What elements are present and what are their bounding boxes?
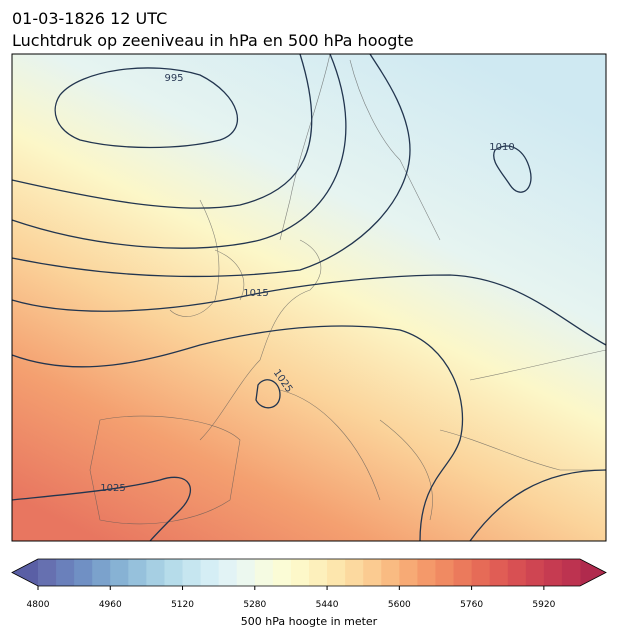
colorbar-bin	[38, 559, 57, 586]
title-line: 01-03-1826 12 UTC	[12, 9, 167, 28]
colorbar-bin	[254, 559, 274, 586]
colorbar-tick-label: 4800	[27, 600, 50, 610]
colorbar-bin	[471, 559, 491, 586]
isobar	[11, 53, 347, 249]
colorbar-outline	[11, 558, 607, 587]
contour-label: 1010	[489, 142, 514, 153]
colorbar-bin	[56, 559, 75, 586]
colorbar-tick-label: 5920	[532, 600, 555, 610]
colorbar-bin	[435, 559, 455, 586]
colorbar-bin	[128, 559, 147, 586]
colorbar-bin	[327, 559, 346, 586]
colorbar-tick-label: 5440	[316, 600, 339, 610]
isobar	[11, 274, 607, 346]
title-line: Luchtdruk op zeeniveau in hPa en 500 hPa…	[12, 31, 414, 50]
isobar	[11, 325, 464, 542]
colorbar-bin	[525, 559, 545, 586]
colorbar-tick-label: 5120	[171, 600, 194, 610]
colorbar-bin	[290, 559, 310, 586]
coastline	[89, 53, 607, 525]
colorbar-bin	[453, 559, 473, 586]
colorbar-bin	[218, 559, 238, 586]
map: 995 1010 1015 1025 1025	[11, 53, 607, 542]
colorbar-tick-label: 5760	[460, 600, 483, 610]
isobar	[11, 53, 313, 209]
colorbar-bin	[164, 559, 184, 586]
colorbar-under	[12, 559, 38, 586]
colorbar-bin	[363, 559, 382, 586]
colorbar-bin	[200, 559, 220, 586]
colorbar-bin	[74, 559, 93, 586]
colorbar-bin	[182, 559, 202, 586]
colorbar-bin	[381, 559, 400, 586]
colorbar-bin	[309, 559, 328, 586]
isobar	[11, 53, 411, 278]
contour-label: 995	[164, 73, 183, 84]
colorbar-bin	[345, 559, 364, 586]
colorbar: 4800 4960 5120 5280 5440 5600 5760 5920	[11, 558, 607, 610]
colorbar-bin	[399, 559, 418, 586]
colorbar-tick-label: 5280	[243, 600, 266, 610]
colorbar-bin	[543, 559, 563, 586]
colorbar-bin	[146, 559, 165, 586]
colorbar-label: 500 hPa hoogte in meter	[241, 615, 378, 628]
isobar	[255, 379, 281, 409]
colorbar-bin	[417, 559, 436, 586]
isobar	[54, 67, 238, 149]
colorbar-bin	[489, 559, 509, 586]
colorbar-bin	[236, 559, 256, 586]
map-frame	[11, 53, 607, 542]
colorbar-bin	[110, 559, 129, 586]
colorbar-tick-label: 4960	[99, 600, 122, 610]
colorbar-tick-label: 5600	[388, 600, 411, 610]
map-field	[12, 54, 606, 541]
colorbar-bin	[92, 559, 111, 586]
colorbar-bin	[507, 559, 527, 586]
colorbar-bin	[561, 559, 581, 586]
colorbar-bin	[272, 559, 292, 586]
colorbar-over	[580, 559, 606, 586]
isobar	[493, 145, 532, 193]
isobar	[469, 469, 607, 542]
contour-label: 1015	[243, 288, 268, 299]
isobar	[11, 476, 191, 542]
contour-label: 1025	[100, 483, 125, 494]
